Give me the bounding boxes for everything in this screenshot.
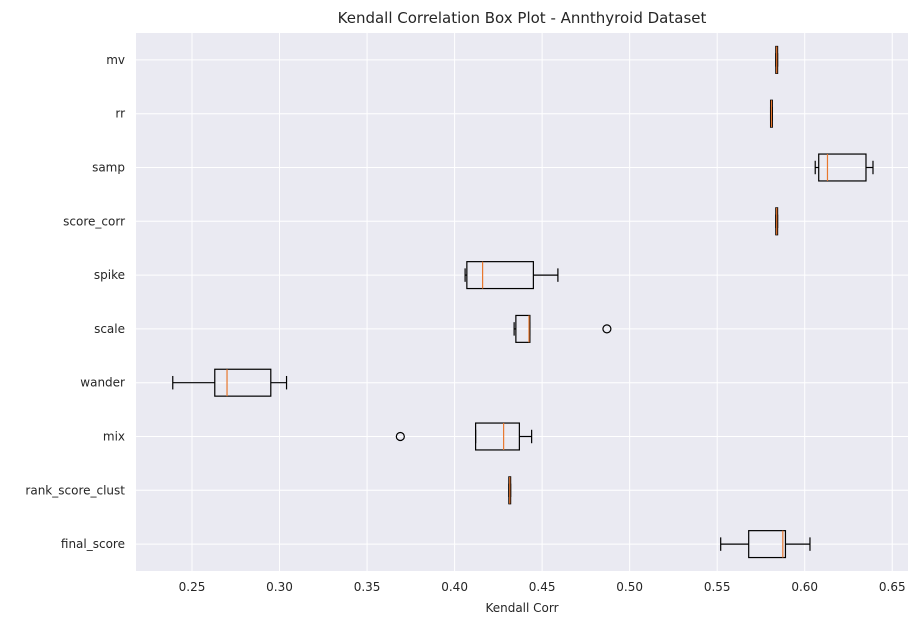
x-axis-label: Kendall Corr (485, 601, 558, 615)
y-tick-label: wander (80, 376, 125, 390)
x-tick-label: 0.45 (529, 580, 556, 594)
y-tick-label: spike (94, 268, 125, 282)
x-axis-tick-labels: 0.25 0.30 0.35 0.40 0.45 0.50 0.55 0.60 0.65 (179, 580, 906, 594)
y-tick-label: final_score (61, 537, 125, 551)
x-tick-label: 0.35 (354, 580, 381, 594)
x-tick-label: 0.50 (616, 580, 643, 594)
grid (136, 33, 908, 571)
y-tick-label: score_corr (63, 214, 125, 228)
x-tick-label: 0.40 (441, 580, 468, 594)
outlier-point (395, 431, 405, 442)
box-wander (172, 368, 288, 397)
x-tick-label: 0.60 (791, 580, 818, 594)
y-tick-label: samp (92, 161, 125, 175)
box-scale (513, 314, 612, 343)
box-iqr (515, 314, 531, 343)
box-iqr (475, 422, 520, 451)
box-rr (769, 99, 773, 128)
box-mv (775, 45, 779, 74)
box-score_corr (775, 207, 779, 236)
outlier-point (602, 324, 612, 334)
chart-title: Kendall Correlation Box Plot - Annthyroi… (338, 9, 707, 27)
box-iqr (818, 153, 867, 182)
x-tick-label: 0.30 (266, 580, 293, 594)
box-rank_score_clust (508, 476, 512, 505)
y-tick-label: mv (106, 53, 125, 67)
x-tick-label: 0.25 (179, 580, 206, 594)
y-tick-label: rank_score_clust (25, 483, 125, 497)
plot-background (136, 33, 908, 571)
box-spike (464, 261, 559, 290)
box-plot-series (172, 45, 874, 559)
box-mix (395, 422, 533, 451)
x-tick-label: 0.55 (704, 580, 731, 594)
box-final_score (720, 530, 811, 559)
y-tick-label: mix (103, 430, 125, 444)
x-tick-label: 0.65 (879, 580, 906, 594)
box-iqr (214, 368, 272, 397)
box-iqr (466, 261, 534, 290)
y-tick-label: rr (115, 107, 125, 121)
box-samp (814, 153, 874, 182)
box-iqr (748, 530, 787, 559)
y-tick-label: scale (94, 322, 125, 336)
